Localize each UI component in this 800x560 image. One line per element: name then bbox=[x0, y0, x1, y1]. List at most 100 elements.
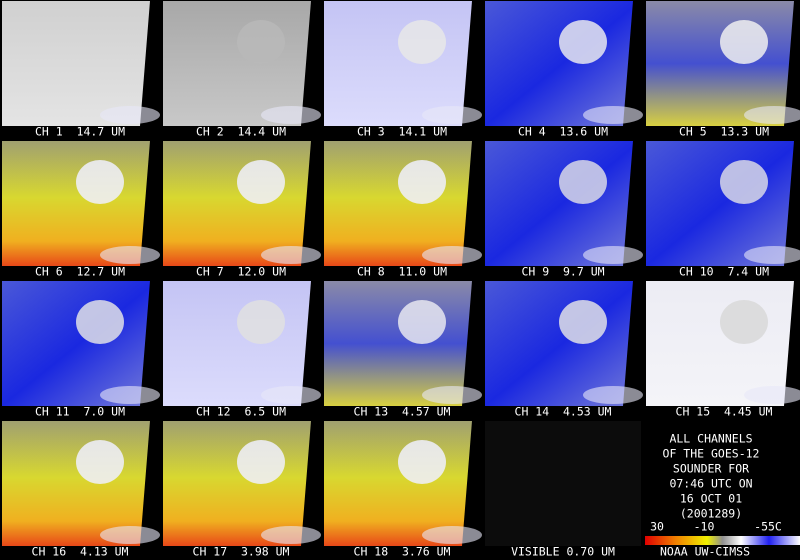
cloud bbox=[398, 440, 446, 484]
panel-image bbox=[163, 281, 319, 406]
panel-label: CH 4 13.6 UM bbox=[518, 125, 608, 139]
cloud bbox=[76, 440, 124, 484]
panel-edge bbox=[140, 281, 158, 406]
caption-line: 16 OCT 01 bbox=[680, 492, 742, 506]
cloud bbox=[76, 160, 124, 204]
panel-label: CH 13 4.57 UM bbox=[354, 405, 451, 419]
panel-edge bbox=[462, 421, 480, 546]
panel-edge bbox=[623, 141, 641, 266]
panel: CH 7 12.0 UM bbox=[163, 141, 321, 279]
panel-image bbox=[646, 1, 800, 126]
colorbar-label: -55C bbox=[754, 520, 782, 534]
panel-image bbox=[485, 281, 641, 406]
cloud-band bbox=[100, 526, 160, 544]
panel-label: CH 10 7.4 UM bbox=[679, 265, 769, 279]
cloud bbox=[559, 300, 607, 344]
panel-edge bbox=[140, 1, 158, 126]
panel-label: VISIBLE 0.70 UM bbox=[511, 545, 615, 559]
panel: CH 16 4.13 UM bbox=[2, 421, 160, 559]
cloud bbox=[720, 160, 768, 204]
cloud-band bbox=[744, 386, 800, 404]
colorbar-label: -10 bbox=[694, 520, 715, 534]
panel-label: CH 1 14.7 UM bbox=[35, 125, 125, 139]
cloud-band bbox=[100, 246, 160, 264]
caption-line: (2001289) bbox=[680, 507, 742, 521]
panel: CH 1 14.7 UM bbox=[2, 1, 160, 139]
caption-line: 07:46 UTC ON bbox=[669, 477, 752, 491]
panel-edge bbox=[784, 1, 800, 126]
color-bar bbox=[645, 536, 800, 545]
cloud-band bbox=[261, 526, 321, 544]
cloud bbox=[237, 440, 285, 484]
cloud bbox=[76, 300, 124, 344]
panel-edge bbox=[301, 281, 319, 406]
panel-label: CH 18 3.76 UM bbox=[354, 545, 451, 559]
panel-label: CH 15 4.45 UM bbox=[676, 405, 773, 419]
panel-image bbox=[163, 141, 319, 266]
panel-edge bbox=[784, 281, 800, 406]
cloud bbox=[398, 300, 446, 344]
cloud bbox=[720, 20, 768, 64]
panel-image bbox=[163, 1, 319, 126]
panel-image bbox=[485, 141, 641, 266]
panel-label: CH 14 4.53 UM bbox=[515, 405, 612, 419]
panel-edge bbox=[462, 1, 480, 126]
panel-label: CH 2 14.4 UM bbox=[196, 125, 286, 139]
cloud-band bbox=[744, 246, 800, 264]
cloud bbox=[237, 20, 285, 64]
cloud-band bbox=[100, 106, 160, 124]
panel-label: CH 9 9.7 UM bbox=[521, 265, 604, 279]
panel: CH 11 7.0 UM bbox=[2, 281, 160, 419]
panel-image bbox=[2, 1, 158, 126]
cloud-band bbox=[261, 106, 321, 124]
cloud bbox=[559, 20, 607, 64]
cloud-band bbox=[422, 246, 482, 264]
panel: CH 4 13.6 UM bbox=[485, 1, 643, 139]
panel-edge bbox=[301, 1, 319, 126]
cloud bbox=[237, 160, 285, 204]
cloud-band bbox=[422, 526, 482, 544]
panel-image bbox=[324, 141, 480, 266]
panel-image bbox=[324, 421, 480, 546]
panel-edge bbox=[623, 281, 641, 406]
panel: CH 10 7.4 UM bbox=[646, 141, 800, 279]
panel-edge bbox=[623, 1, 641, 126]
cloud-band bbox=[422, 106, 482, 124]
panel-edge bbox=[784, 141, 800, 266]
cloud-band bbox=[744, 106, 800, 124]
panel: CH 3 14.1 UM bbox=[324, 1, 482, 139]
panel-edge bbox=[140, 141, 158, 266]
panel-image bbox=[324, 1, 480, 126]
credit: NOAA UW-CIMSS bbox=[660, 545, 750, 559]
caption-line: ALL CHANNELS bbox=[669, 432, 752, 446]
cloud-band bbox=[583, 386, 643, 404]
panel-label: CH 12 6.5 UM bbox=[196, 405, 286, 419]
panel: CH 9 9.7 UM bbox=[485, 141, 643, 279]
panel: CH 12 6.5 UM bbox=[163, 281, 321, 419]
panel: CH 8 11.0 UM bbox=[324, 141, 482, 279]
panel: VISIBLE 0.70 UM bbox=[485, 421, 641, 559]
cloud bbox=[237, 300, 285, 344]
cloud bbox=[559, 160, 607, 204]
panel-label: CH 11 7.0 UM bbox=[35, 405, 125, 419]
cloud-band bbox=[261, 386, 321, 404]
panel: CH 17 3.98 UM bbox=[163, 421, 321, 559]
panel: CH 14 4.53 UM bbox=[485, 281, 643, 419]
cloud-band bbox=[100, 386, 160, 404]
cloud bbox=[398, 160, 446, 204]
panel-edge bbox=[462, 281, 480, 406]
panel-edge bbox=[301, 421, 319, 546]
panel-image bbox=[324, 281, 480, 406]
cloud bbox=[398, 20, 446, 64]
panel: CH 13 4.57 UM bbox=[324, 281, 482, 419]
panel: CH 18 3.76 UM bbox=[324, 421, 482, 559]
panel-image bbox=[2, 281, 158, 406]
panel-label: CH 3 14.1 UM bbox=[357, 125, 447, 139]
panel-image bbox=[485, 421, 641, 546]
panel-image bbox=[2, 421, 158, 546]
panel-image bbox=[163, 421, 319, 546]
panel-image bbox=[646, 141, 800, 266]
panel-label: CH 7 12.0 UM bbox=[196, 265, 286, 279]
caption-line: SOUNDER FOR bbox=[673, 462, 749, 476]
